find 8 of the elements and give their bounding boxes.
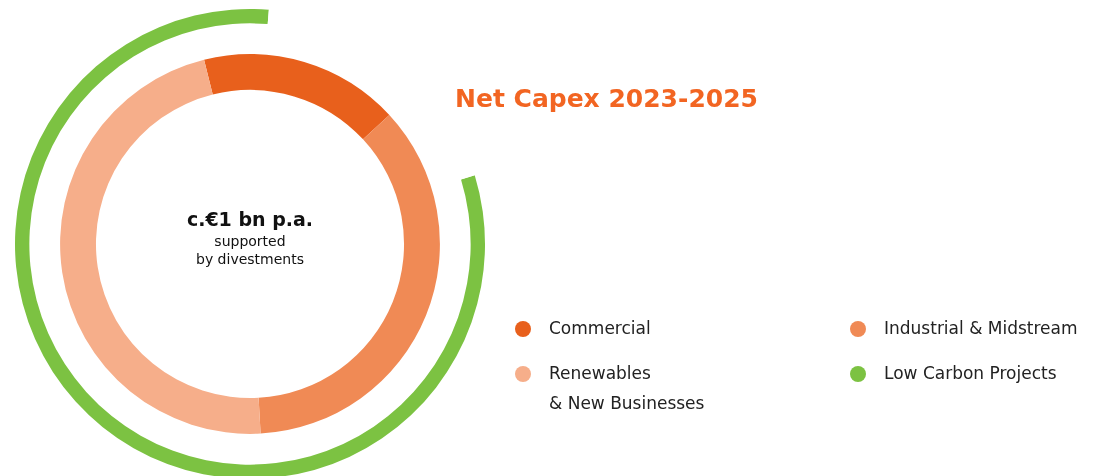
legend-label: Renewables & New Businesses — [549, 362, 705, 415]
text: Net Capex 2023-2025 — [455, 84, 758, 113]
text: c.€1 bn p.a. — [185, 208, 315, 230]
text: supported — [213, 232, 287, 250]
legend-label: Commercial — [549, 317, 651, 340]
legend-label: Low Carbon Projects — [884, 362, 1057, 385]
legend-label: Industrial & Midstream — [884, 317, 1078, 340]
text: by divestments — [195, 250, 305, 268]
